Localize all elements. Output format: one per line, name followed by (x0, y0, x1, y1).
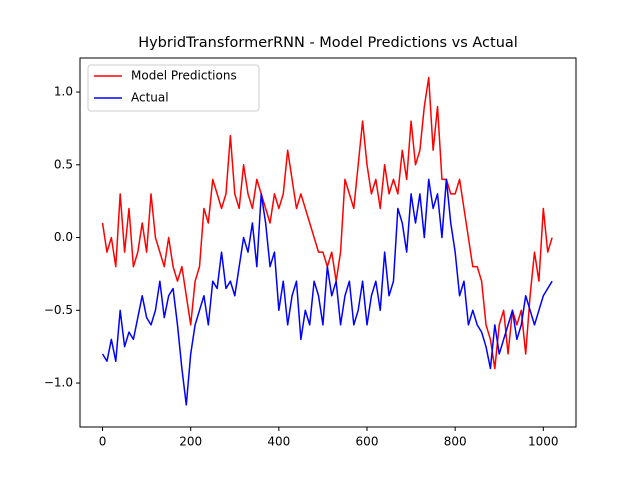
x-tick-label: 1000 (528, 435, 559, 449)
y-tick-label: −1.0 (44, 376, 73, 390)
x-tick-label: 400 (267, 435, 290, 449)
x-tick-label: 600 (356, 435, 379, 449)
chart-title: HybridTransformerRNN - Model Predictions… (138, 35, 518, 51)
x-tick-label: 800 (444, 435, 467, 449)
legend-box (87, 64, 260, 112)
plot-frame (79, 57, 577, 428)
y-tick-label: 0.0 (54, 230, 73, 244)
y-tick-label: −0.5 (44, 303, 73, 317)
legend-label: Actual (131, 91, 169, 105)
data-line (101, 178, 553, 406)
legend-label: Model Predictions (131, 69, 237, 83)
x-tick-label: 200 (179, 435, 202, 449)
x-tick-label: 0 (99, 435, 107, 449)
y-tick-label: 1.0 (54, 85, 73, 99)
y-tick-label: 0.5 (54, 157, 73, 171)
